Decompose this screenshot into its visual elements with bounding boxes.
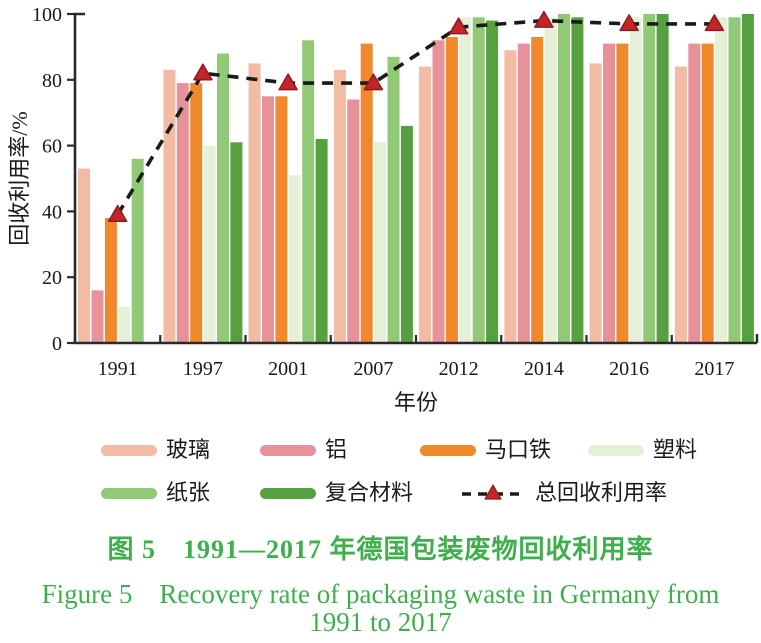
bar-铝-2012 [432,40,445,344]
paper-swatch [101,487,157,499]
bar-纸张-1997 [217,53,229,343]
aluminum-swatch [260,444,316,456]
bar-铝-2001 [262,96,274,344]
legend-label-aluminum: 铝 [325,437,348,462]
bar-玻璃-2014 [504,50,517,343]
y-tick-label: 60 [42,136,62,158]
x-tick-label: 2007 [353,358,393,380]
total-recovery-marker-1997 [193,63,213,81]
bar-玻璃-2012 [419,66,432,343]
bar-塑料-1997 [203,145,216,343]
y-tick-label: 20 [42,267,62,289]
legend-item-total-recovery: 总回收利用率 [460,480,668,505]
bar-铝-2016 [603,43,615,343]
bar-复合材料-2017 [741,14,754,343]
total-recovery-marker-2007 [363,73,384,91]
legend-item-paper: 纸张 [101,480,211,505]
bar-纸张-2014 [558,14,570,343]
bar-纸张-2007 [387,56,400,344]
figure-caption-chinese: 图 5 1991—2017 年德国包装废物回收利用率 [107,535,654,564]
bar-纸张-1991 [131,158,144,343]
legend-item-aluminum: 铝 [260,437,348,462]
y-tick-label: 80 [42,70,62,92]
bar-玻璃-2017 [674,66,687,343]
bar-铝-2014 [517,43,530,343]
bar-塑料-2001 [288,175,301,343]
legend-item-tinplate: 马口铁 [420,437,552,462]
bar-马口铁-2001 [275,96,288,344]
bar-马口铁-2014 [531,37,544,343]
total-recovery-marker-2001 [278,73,298,91]
bar-复合材料-2012 [486,20,499,343]
y-tick-label: 100 [32,4,62,26]
axes [73,12,757,345]
y-tick-label: 0 [52,333,62,355]
x-tick-label: 2014 [524,358,564,380]
bar-玻璃-2001 [248,63,261,344]
bar-塑料-2007 [374,142,387,343]
x-tick-label: 2001 [268,358,308,380]
bar-塑料-2016 [629,17,642,344]
glass-swatch [101,444,157,456]
bar-铝-1991 [91,290,104,343]
bar-复合材料-2014 [571,17,584,344]
total-recovery-marker-2017 [704,14,725,32]
recovery-rate-chart: 0 20 40 60 80 100 1991 1997 2001 2007 2012 2014 2016… [7,4,759,415]
bar-马口铁-2016 [616,43,629,343]
bar-马口铁-2017 [701,43,714,343]
x-tick-label: 2012 [439,358,479,380]
bar-塑料-2017 [715,17,728,344]
bar-马口铁-2007 [360,43,373,343]
bar-马口铁-2012 [445,37,458,343]
bar-塑料-1991 [118,306,131,343]
y-axis-title: 回收利用率/% [7,111,32,245]
total-recovery-marker-2012 [448,17,469,35]
legend-item-glass: 玻璃 [101,437,211,462]
total-recovery-line [116,18,715,216]
bar-塑料-2014 [544,17,557,344]
bar-复合材料-2007 [400,125,413,344]
bar-马口铁-1997 [190,83,203,343]
legend-label-glass: 玻璃 [166,437,211,462]
bar-纸张-2012 [472,17,485,344]
x-tick-label: 1997 [183,358,223,380]
legend-label-paper: 纸张 [166,480,211,505]
bar-玻璃-2016 [589,63,602,344]
x-axis-title: 年份 [394,390,438,415]
total-recovery-marker-2014 [534,10,554,28]
dashed-line-triangle-icon [462,484,524,500]
bar-铝-2017 [688,43,701,343]
composite-swatch [260,487,316,499]
bar-复合材料-1997 [230,142,243,343]
y-tick-label: 40 [42,201,62,223]
figure-caption-english-line2: 1991 to 2017 [309,607,452,637]
bar-玻璃-2007 [333,69,346,344]
total-recovery-marker-2016 [619,14,639,32]
legend-item-plastic: 塑料 [588,437,698,462]
tinplate-swatch [420,444,476,456]
total-recovery-marker-1991 [107,204,128,222]
figure-caption-english-line1: Figure 5 Recovery rate of packaging wast… [41,579,720,609]
bar-铝-2007 [347,99,360,343]
bar-塑料-2012 [459,17,472,344]
x-tick-label: 1991 [98,358,138,380]
legend-label-plastic: 塑料 [653,437,698,462]
legend-label-total-recovery: 总回收利用率 [535,480,668,505]
bar-玻璃-1997 [163,69,176,344]
bar-纸张-2001 [302,40,315,344]
legend-item-composite: 复合材料 [260,480,414,505]
bar-复合材料-2016 [656,14,669,343]
legend-label-composite: 复合材料 [325,480,414,505]
x-tick-label: 2017 [694,358,734,380]
bar-复合材料-2001 [315,139,328,343]
bar-马口铁-1991 [104,218,117,343]
bar-玻璃-1991 [78,168,91,343]
x-tick-label: 2016 [609,358,649,380]
legend-label-tinplate: 马口铁 [485,437,552,462]
plastic-swatch [588,444,644,456]
bar-纸张-2017 [728,17,741,344]
bar-纸张-2016 [643,14,656,343]
bar-铝-1997 [176,83,189,343]
